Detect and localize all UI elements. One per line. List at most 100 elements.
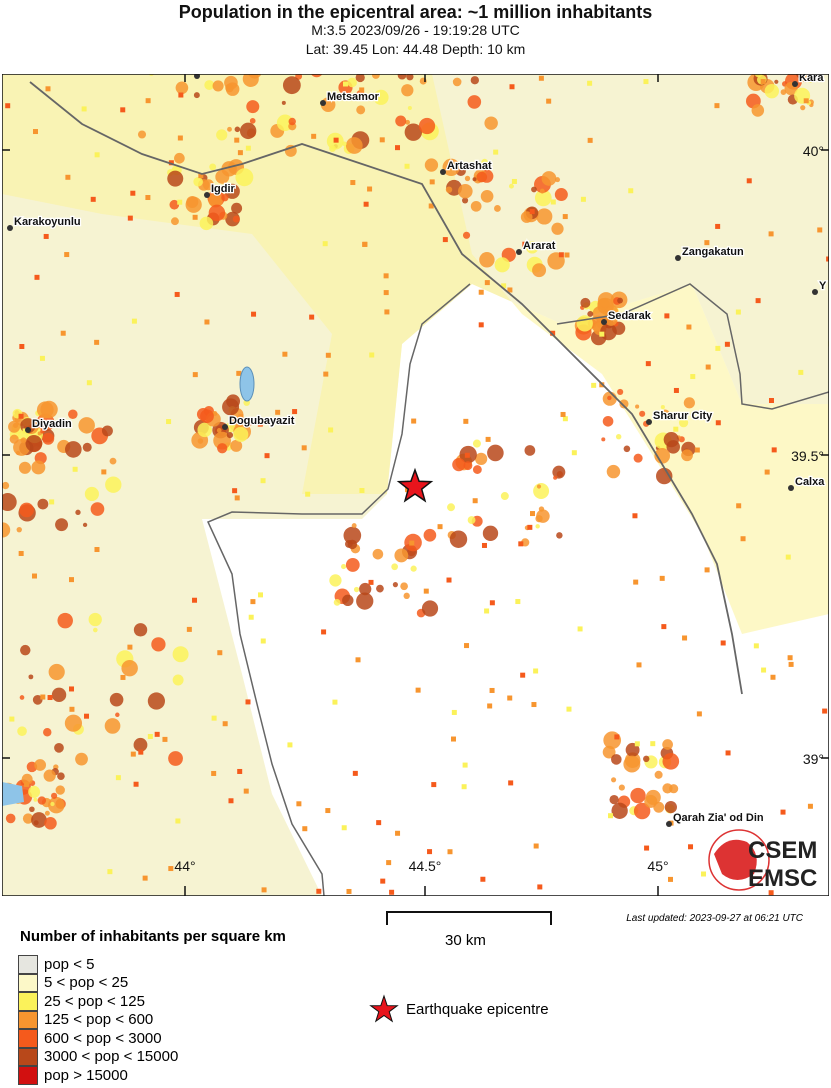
population-cell <box>562 416 568 422</box>
population-cell <box>204 319 210 325</box>
population-cell <box>644 845 650 851</box>
legend-label: 600 < pop < 3000 <box>44 1029 162 1047</box>
population-cell <box>682 635 688 641</box>
legend-swatch <box>18 955 38 974</box>
population-cell <box>260 638 266 644</box>
csem-emsc-logo: CSEM EMSC <box>708 829 817 892</box>
population-cell <box>798 369 804 375</box>
population-cell <box>192 372 198 378</box>
population-cell <box>359 582 372 596</box>
population-cell <box>764 469 770 475</box>
population-cell <box>246 100 260 114</box>
population-cell <box>211 715 217 721</box>
population-cell <box>44 810 50 816</box>
legend-item: 125 < pop < 600 <box>18 1010 178 1029</box>
city-label: Metsamor <box>327 91 380 103</box>
population-cell <box>197 422 212 438</box>
population-cell <box>389 889 395 895</box>
population-cell <box>376 584 384 593</box>
population-cell <box>351 523 357 529</box>
population-cell <box>623 445 631 453</box>
population-cell <box>476 171 488 183</box>
population-cell <box>234 495 240 501</box>
population-cell <box>551 222 564 235</box>
population-cell <box>154 731 160 737</box>
population-cell <box>121 659 138 677</box>
population-cell <box>489 600 495 606</box>
population-cell <box>515 599 521 605</box>
population-cell <box>172 646 189 663</box>
population-cell <box>643 755 650 763</box>
population-cell <box>208 204 226 222</box>
population-cell <box>19 344 25 350</box>
population-cell <box>447 503 455 512</box>
population-cell <box>628 188 634 194</box>
population-cell <box>639 410 646 417</box>
population-cell <box>192 597 198 603</box>
population-cell <box>536 208 553 225</box>
population-cell <box>754 74 763 78</box>
population-cell <box>643 79 649 85</box>
population-cell <box>634 741 640 747</box>
legend-swatch <box>18 992 38 1011</box>
population-cell <box>376 820 382 826</box>
population-cell <box>162 736 168 742</box>
population-cell <box>606 464 621 479</box>
axis-tick-label: 44.5° <box>409 858 442 874</box>
population-cell <box>48 796 65 814</box>
population-cell <box>617 388 624 395</box>
population-cell <box>410 565 417 572</box>
population-cell <box>580 297 591 308</box>
legend-label: 3000 < pop < 15000 <box>44 1048 179 1066</box>
city-dot <box>25 427 31 433</box>
population-cell <box>69 706 75 712</box>
population-cell <box>537 884 543 890</box>
population-cell <box>464 452 470 458</box>
population-cell <box>431 782 437 788</box>
population-cell <box>20 437 27 444</box>
city-label: Qarah Zia' od Din <box>673 812 764 824</box>
population-cell <box>501 283 507 289</box>
population-cell <box>535 524 540 529</box>
population-cell <box>81 106 87 112</box>
population-cell <box>174 152 185 164</box>
population-cell <box>213 431 231 450</box>
population-cell <box>467 516 476 524</box>
population-cell <box>725 750 731 756</box>
city-label: Karakoyunlu <box>14 216 81 228</box>
population-cell <box>380 878 386 884</box>
population-cell <box>232 488 238 494</box>
population-cell <box>403 592 410 600</box>
population-cell <box>42 432 55 445</box>
population-cell <box>617 297 623 304</box>
city-dot <box>222 424 228 430</box>
population-cell <box>609 794 619 805</box>
population-cell <box>105 476 122 493</box>
population-cell <box>244 418 253 427</box>
population-cell <box>526 241 539 254</box>
population-cell <box>287 742 293 748</box>
population-cell <box>359 87 365 93</box>
event-location: Lat: 39.45 Lon: 44.48 Depth: 10 km <box>305 41 526 57</box>
population-cell <box>442 158 460 177</box>
population-cell <box>803 98 809 104</box>
population-cell <box>342 594 354 607</box>
population-cell <box>493 149 499 155</box>
lake-southwest <box>2 782 24 806</box>
population-cell <box>427 849 433 855</box>
population-cell <box>447 849 453 855</box>
population-cell <box>562 214 568 220</box>
svg-text:EMSC: EMSC <box>748 865 817 892</box>
population-cell <box>740 536 746 542</box>
population-cell <box>464 643 470 649</box>
population-cell <box>484 116 498 130</box>
population-cell <box>90 196 96 202</box>
population-cell <box>209 163 217 171</box>
population-cell <box>645 789 661 805</box>
population-cell <box>57 772 65 780</box>
legend-label: 125 < pop < 600 <box>44 1011 154 1029</box>
population-cell <box>800 74 811 83</box>
legend-item: 3000 < pop < 15000 <box>18 1047 179 1066</box>
population-cell <box>462 231 471 239</box>
population-cell <box>24 781 30 787</box>
